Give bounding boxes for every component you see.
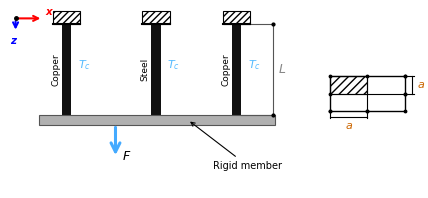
Text: $a$: $a$ <box>417 80 425 90</box>
Text: $T_c$: $T_c$ <box>77 59 91 72</box>
Text: Copper: Copper <box>51 53 60 86</box>
Text: $L$: $L$ <box>278 63 287 76</box>
Bar <box>62 24 71 115</box>
Text: Copper: Copper <box>222 53 231 86</box>
Text: $T_c$: $T_c$ <box>248 59 261 72</box>
Text: Steel: Steel <box>141 58 150 81</box>
Bar <box>53 10 80 24</box>
Text: x: x <box>45 7 52 17</box>
Text: $F$: $F$ <box>122 149 131 163</box>
Bar <box>330 76 367 94</box>
Bar <box>232 24 241 115</box>
Text: $T_c$: $T_c$ <box>167 59 180 72</box>
Text: $a$: $a$ <box>345 121 353 131</box>
Bar <box>223 10 250 24</box>
Text: z: z <box>10 36 16 46</box>
Bar <box>330 76 404 111</box>
Text: Rigid member: Rigid member <box>191 122 282 171</box>
Bar <box>39 115 275 125</box>
Bar <box>142 10 169 24</box>
Bar <box>151 24 160 115</box>
